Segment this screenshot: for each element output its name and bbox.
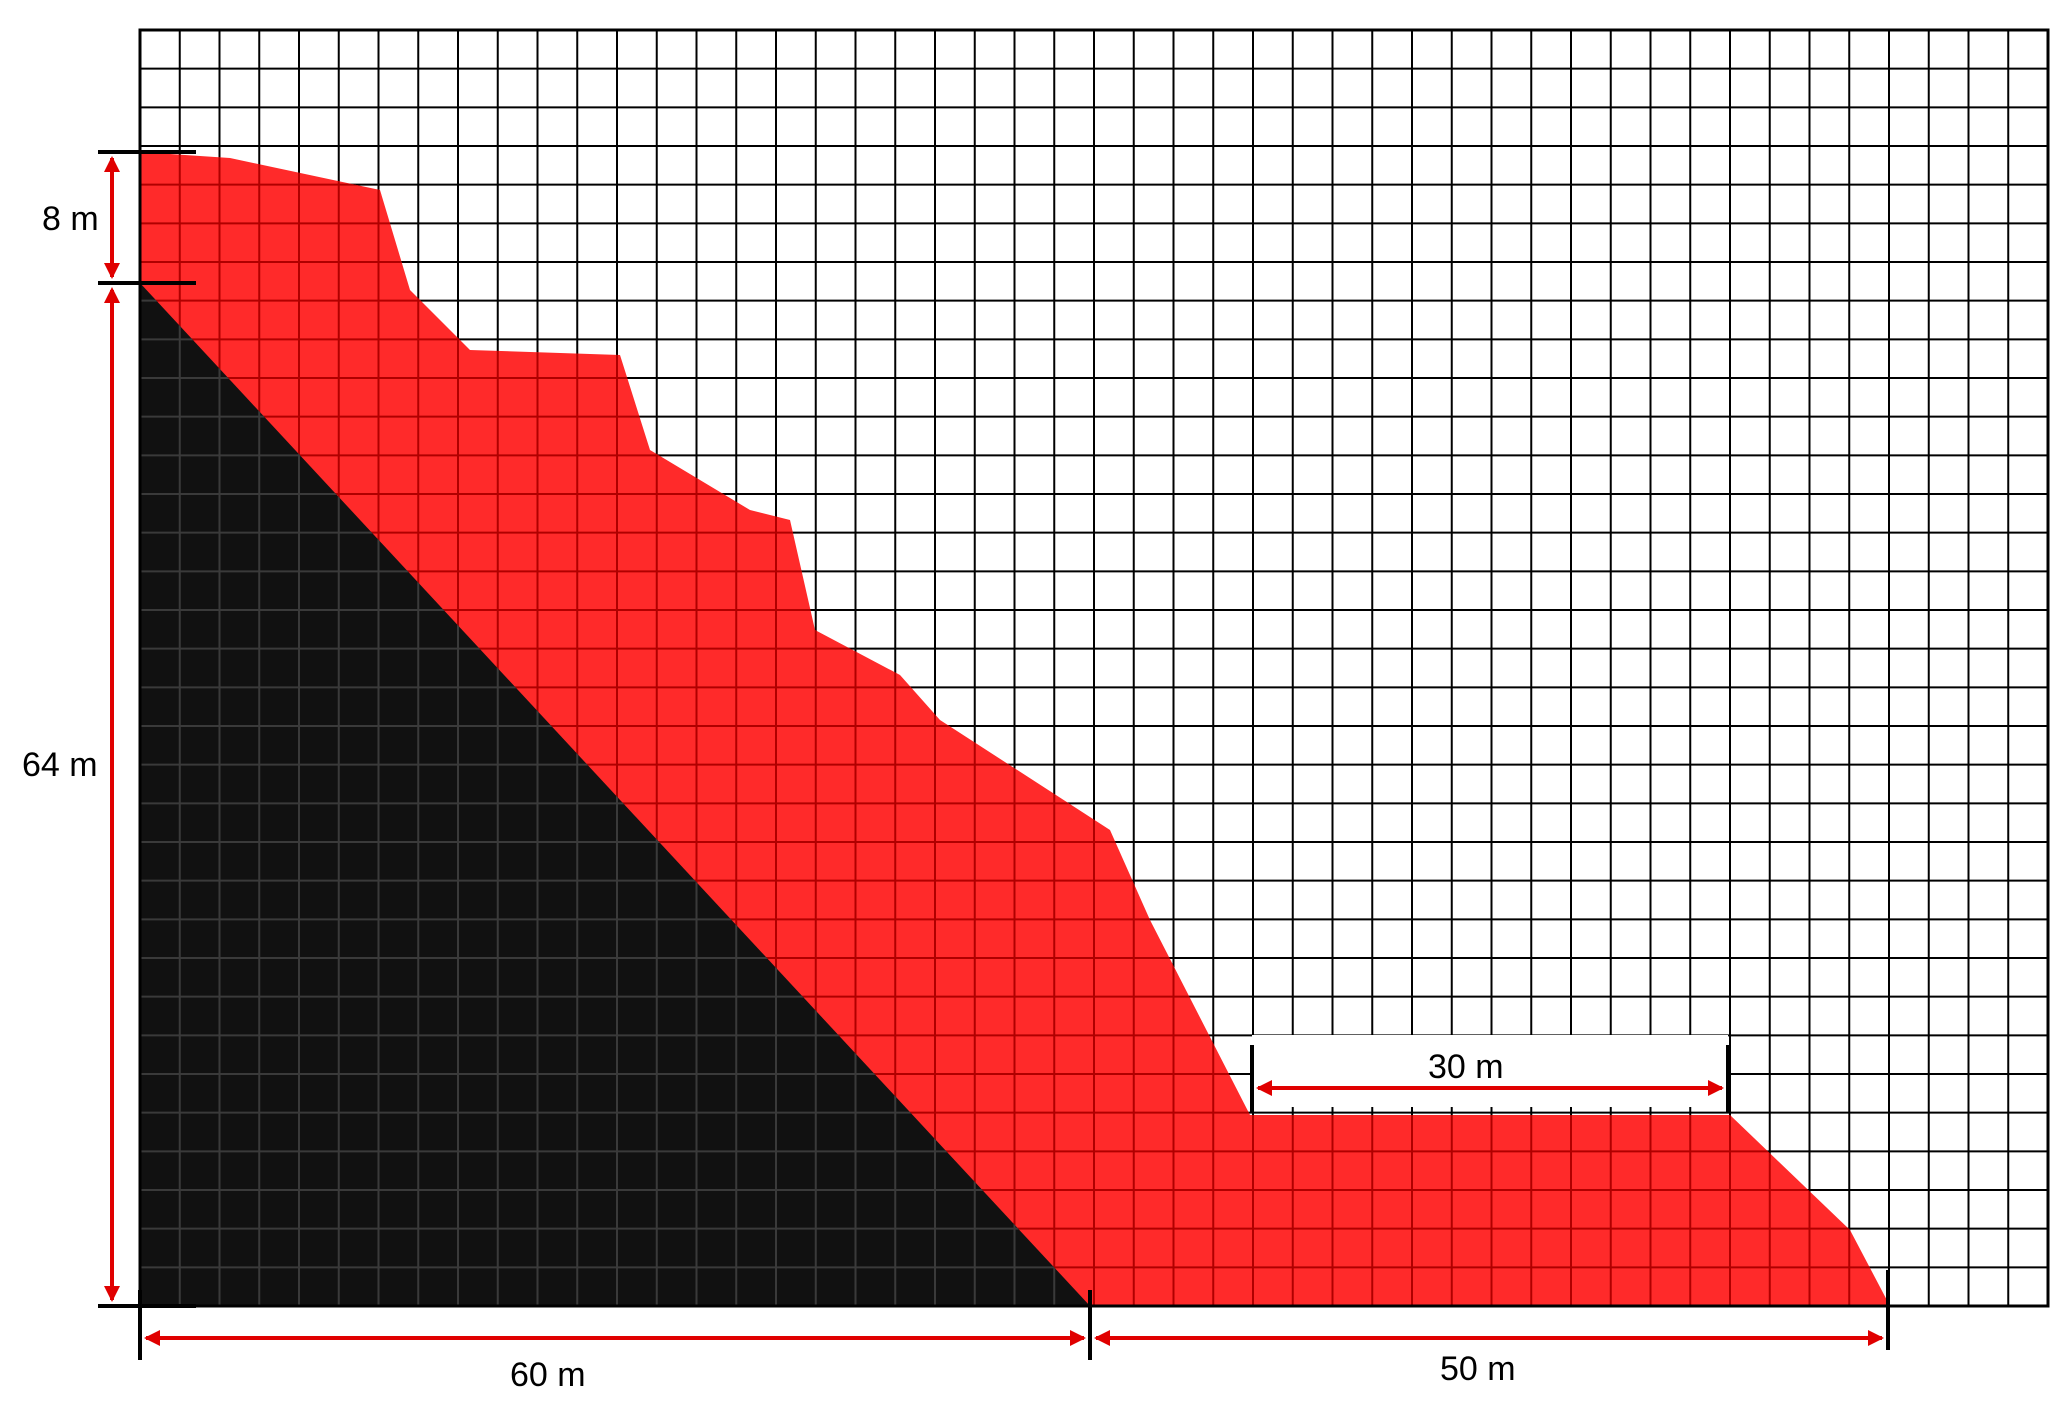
arrow-head [1256,1080,1272,1096]
berm-width-label: 30 m [1428,1048,1504,1086]
mesh-border [138,28,2050,1308]
dimension-base-left: 60 m [138,1290,1092,1394]
top-height-label: 8 m [42,200,99,238]
arrow-head [1070,1330,1086,1346]
dimension-slope-height: 64 m [22,287,196,1308]
arrow-head [1708,1080,1724,1096]
berm-label-background [1252,1035,1728,1107]
slope-height-label: 64 m [22,746,98,784]
arrow-head [1868,1330,1884,1346]
dimension-top-height: 8 m [42,150,196,285]
arrow-head [104,1286,120,1302]
dimension-base-right: 50 m [1094,1270,1890,1388]
arrow-head [104,156,120,172]
arrow-head [104,287,120,303]
base-left-label: 60 m [510,1356,586,1394]
arrow-head [104,263,120,279]
dimension-berm-width: 30 m [1250,1035,1730,1112]
arrow-head [1094,1330,1110,1346]
base-right-label: 50 m [1440,1350,1516,1388]
arrow-head [144,1330,160,1346]
